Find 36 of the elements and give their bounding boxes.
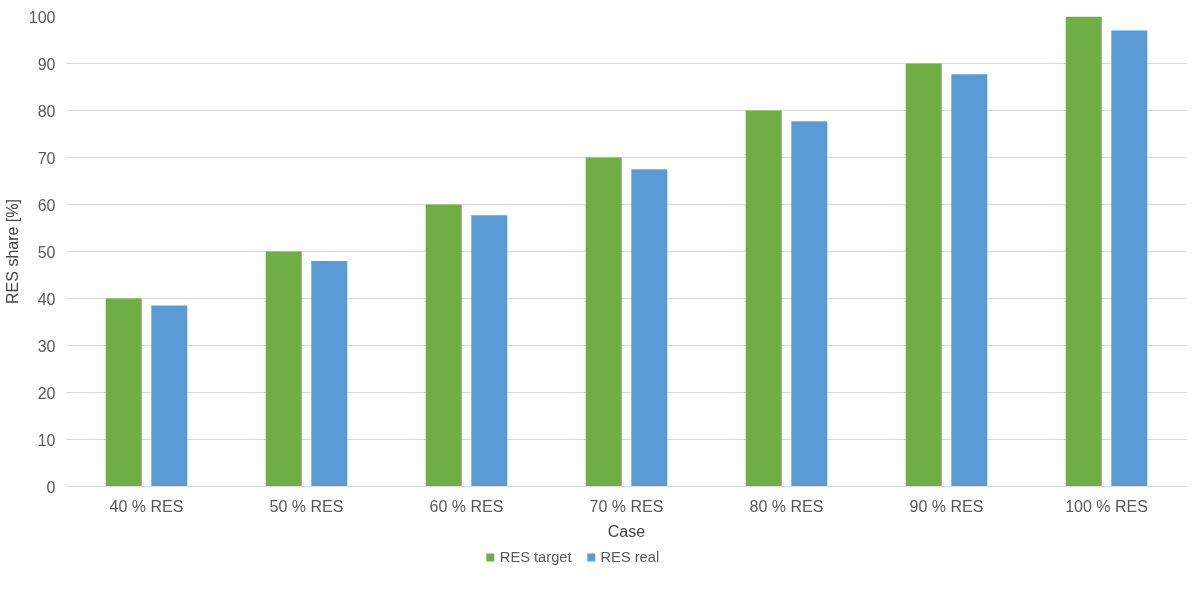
bar bbox=[905, 63, 942, 487]
y-tick-label: 90 bbox=[37, 55, 56, 73]
x-tick-label: 90 % RES bbox=[909, 497, 984, 515]
bar bbox=[471, 215, 508, 487]
bar bbox=[1111, 30, 1148, 487]
x-tick-label: 100 % RES bbox=[1065, 497, 1148, 515]
y-tick-label: 60 bbox=[37, 196, 56, 214]
bar bbox=[425, 204, 462, 487]
x-tick-label: 70 % RES bbox=[589, 497, 664, 515]
bar bbox=[745, 110, 782, 487]
legend-label: RES real bbox=[600, 549, 660, 565]
bar bbox=[1065, 16, 1102, 487]
bar bbox=[585, 157, 622, 487]
bar bbox=[791, 121, 828, 487]
y-tick-label: 10 bbox=[37, 431, 56, 449]
y-tick-label: 40 bbox=[37, 290, 56, 308]
y-tick-label: 30 bbox=[37, 337, 56, 355]
y-tick-label: 70 bbox=[37, 149, 56, 167]
y-tick-label: 20 bbox=[37, 384, 56, 402]
y-tick-label: 50 bbox=[37, 243, 56, 261]
x-axis-title: Case bbox=[607, 522, 646, 540]
legend-label: RES target bbox=[499, 549, 572, 565]
x-tick-label: 40 % RES bbox=[109, 497, 184, 515]
x-tick-label: 60 % RES bbox=[429, 497, 504, 515]
bar bbox=[311, 260, 348, 487]
y-tick-label: 80 bbox=[37, 102, 56, 120]
x-tick-label: 80 % RES bbox=[749, 497, 824, 515]
y-tick-label: 100 bbox=[28, 8, 56, 26]
bar bbox=[151, 305, 188, 487]
bar bbox=[951, 74, 988, 487]
bar bbox=[631, 169, 668, 487]
bar bbox=[105, 298, 142, 487]
y-tick-label: 0 bbox=[46, 478, 56, 496]
y-axis-title: RES share [%] bbox=[3, 199, 21, 304]
bar bbox=[265, 251, 302, 487]
x-tick-label: 50 % RES bbox=[269, 497, 344, 515]
